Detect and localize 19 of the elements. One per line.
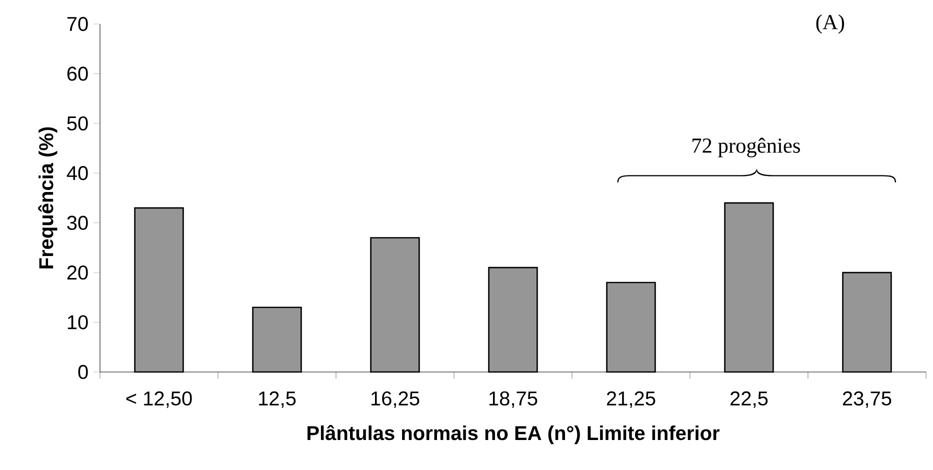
y-tick-label: 0 [78, 364, 88, 380]
annotation: 72 progênies [692, 138, 800, 158]
annotation: (A) [816, 14, 844, 34]
x-tick-label: 18,75 [490, 391, 538, 408]
x-axis-title: Plântulas normais no EA (n°) Limite inferior [308, 425, 720, 444]
y-tick-label: 10 [68, 315, 88, 330]
y-tick-label: 50 [67, 116, 88, 130]
y-tick-label: 30 [67, 216, 88, 230]
x-tick-label: 21,25 [606, 391, 656, 408]
x-tick-label: < 12,50 [126, 391, 192, 408]
x-tick-label: 16,25 [372, 391, 420, 408]
y-tick-label: 60 [67, 66, 88, 81]
x-tick-label: 23,75 [842, 391, 892, 408]
y-tick-label: 70 [67, 16, 88, 32]
y-tick-label: 40 [66, 166, 88, 180]
y-axis-title: Frequência (%) [38, 127, 58, 268]
x-tick-label: 12,5 [259, 391, 296, 408]
x-tick-label: 22,5 [730, 391, 768, 408]
y-tick-label: 20 [67, 265, 88, 280]
